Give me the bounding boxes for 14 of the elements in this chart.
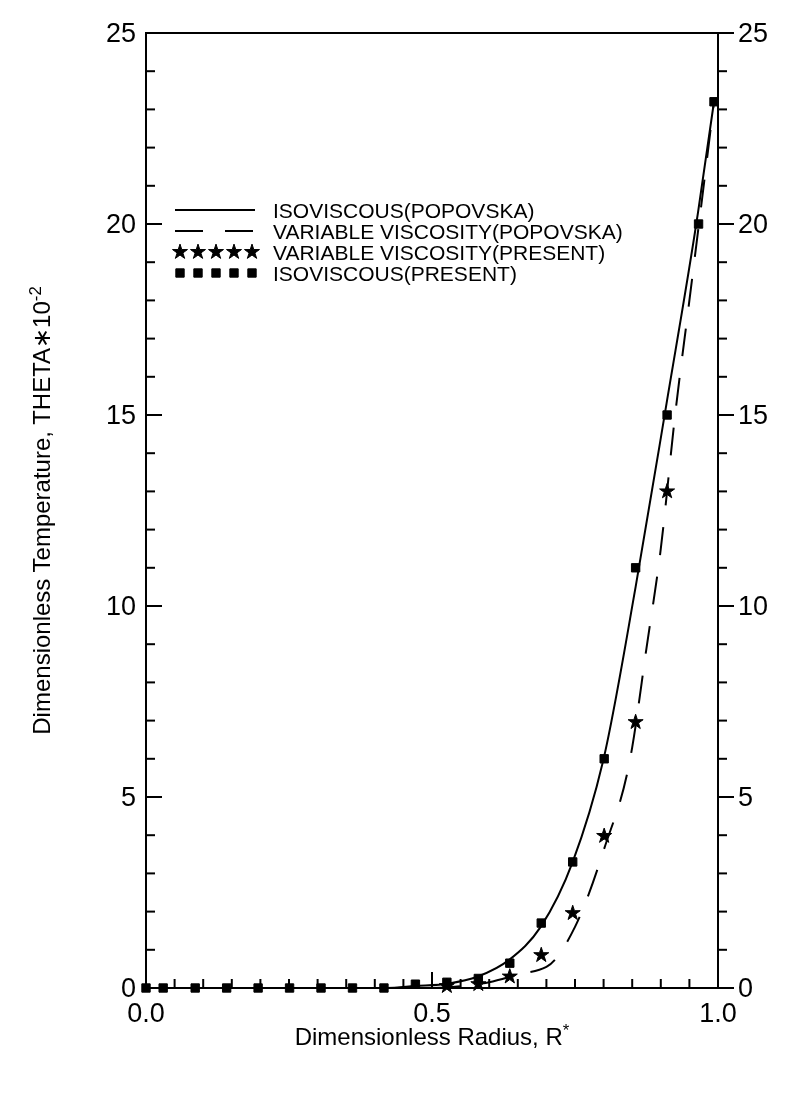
y2-tick-label: 15: [738, 400, 769, 430]
y-tick-label: 20: [105, 209, 136, 239]
y2-tick-label: 10: [738, 591, 769, 621]
y2-tick-label: 25: [738, 18, 769, 48]
y-tick-label: 5: [120, 782, 136, 812]
legend-label: ISOVISCOUS(POPOVSKA): [273, 199, 535, 222]
y2-tick-label: 0: [738, 973, 754, 1003]
y2-tick-label: 20: [738, 209, 769, 239]
y-tick-label: 10: [105, 591, 136, 621]
y2-tick-label: 5: [738, 782, 754, 812]
y-tick-label: 15: [105, 400, 136, 430]
y-tick-label: 25: [105, 18, 136, 48]
x-tick-label: 1.0: [699, 998, 737, 1028]
x-tick-label: 0.5: [413, 998, 451, 1028]
